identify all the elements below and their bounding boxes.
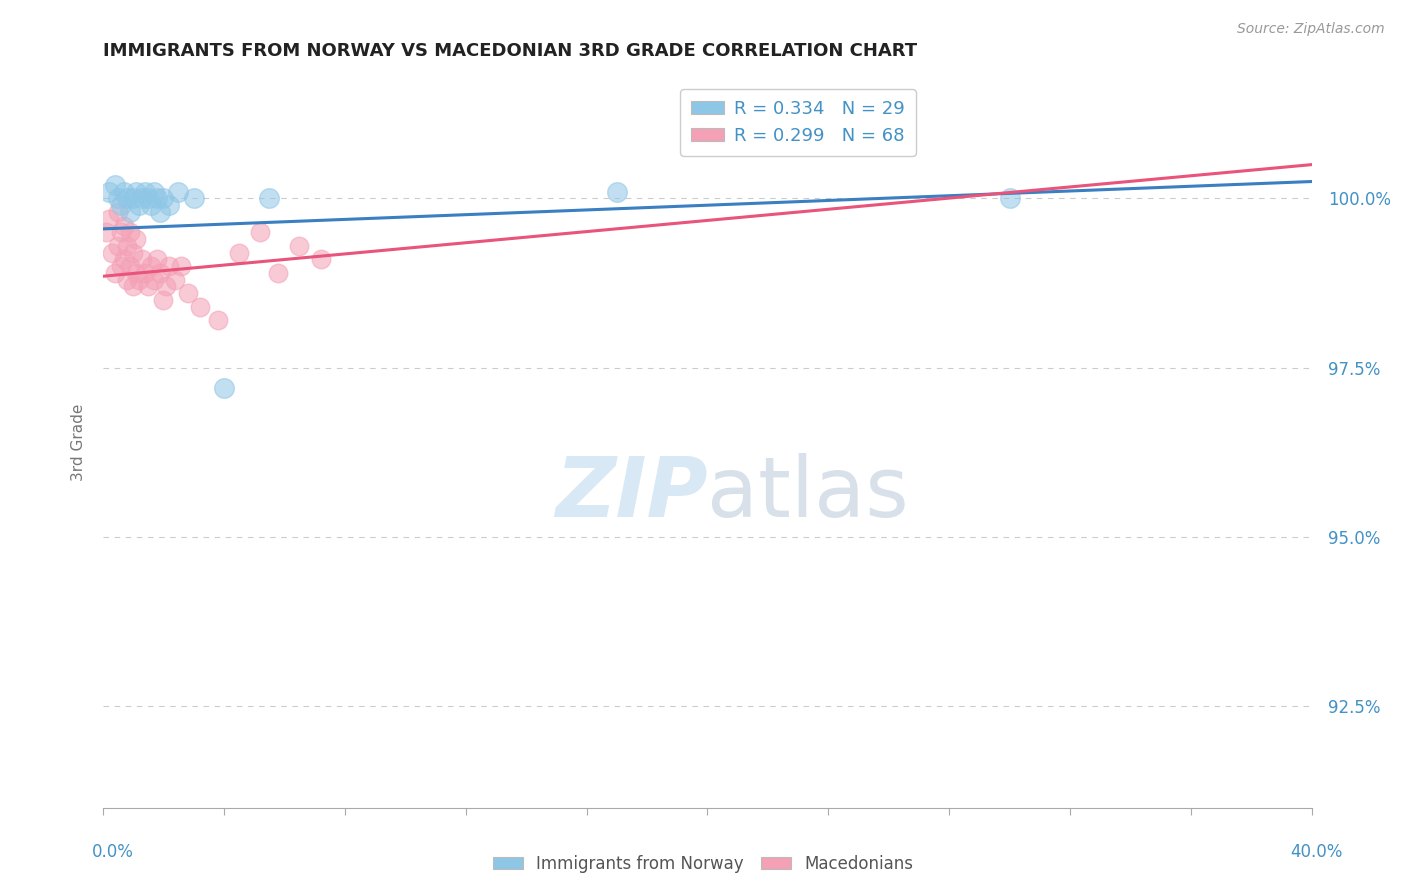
Point: [115, 273, 138, 287]
Point: [97, 211, 120, 226]
Point: [115, 191, 138, 205]
Text: atlas: atlas: [707, 453, 910, 533]
Point: [141, 259, 163, 273]
Point: [149, 205, 172, 219]
Point: [112, 252, 135, 267]
Point: [152, 293, 174, 307]
Point: [120, 259, 142, 273]
Point: [104, 266, 127, 280]
Point: [167, 185, 190, 199]
Point: [188, 300, 211, 314]
Point: [104, 178, 127, 192]
Point: [207, 313, 229, 327]
Text: ZIP: ZIP: [555, 453, 707, 533]
Point: [998, 191, 1021, 205]
Point: [112, 185, 135, 199]
Point: [267, 266, 290, 280]
Point: [120, 225, 142, 239]
Point: [125, 266, 148, 280]
Point: [606, 185, 628, 199]
Point: [115, 239, 138, 253]
Point: [157, 198, 180, 212]
Legend: R = 0.334   N = 29, R = 0.299   N = 68: R = 0.334 N = 29, R = 0.299 N = 68: [681, 89, 917, 156]
Point: [152, 191, 174, 205]
Point: [107, 191, 129, 205]
Point: [131, 191, 153, 205]
Point: [288, 239, 311, 253]
Point: [257, 191, 280, 205]
Point: [110, 198, 132, 212]
Point: [176, 286, 198, 301]
Point: [136, 279, 159, 293]
Point: [112, 219, 135, 233]
Point: [155, 279, 177, 293]
Point: [107, 239, 129, 253]
Legend: Immigrants from Norway, Macedonians: Immigrants from Norway, Macedonians: [486, 848, 920, 880]
Point: [157, 259, 180, 273]
Point: [128, 198, 150, 212]
Point: [128, 273, 150, 287]
Point: [122, 191, 145, 205]
Point: [134, 266, 156, 280]
Point: [125, 232, 148, 246]
Point: [170, 259, 193, 273]
Point: [94, 225, 117, 239]
Point: [309, 252, 332, 267]
Text: 0.0%: 0.0%: [91, 843, 134, 861]
Point: [183, 191, 205, 205]
Point: [212, 381, 235, 395]
Point: [107, 205, 129, 219]
Point: [143, 185, 166, 199]
Point: [97, 185, 120, 199]
Text: IMMIGRANTS FROM NORWAY VS MACEDONIAN 3RD GRADE CORRELATION CHART: IMMIGRANTS FROM NORWAY VS MACEDONIAN 3RD…: [103, 42, 917, 60]
Point: [101, 245, 124, 260]
Point: [249, 225, 271, 239]
Point: [122, 279, 145, 293]
Point: [110, 259, 132, 273]
Text: 40.0%: 40.0%: [1291, 843, 1343, 861]
Point: [146, 191, 169, 205]
Point: [120, 205, 142, 219]
Point: [110, 225, 132, 239]
Text: Source: ZipAtlas.com: Source: ZipAtlas.com: [1237, 22, 1385, 37]
Y-axis label: 3rd Grade: 3rd Grade: [72, 403, 86, 481]
Point: [228, 245, 250, 260]
Point: [146, 252, 169, 267]
Point: [125, 185, 148, 199]
Point: [136, 191, 159, 205]
Point: [143, 273, 166, 287]
Point: [149, 266, 172, 280]
Point: [122, 245, 145, 260]
Point: [134, 185, 156, 199]
Point: [141, 198, 163, 212]
Point: [131, 252, 153, 267]
Point: [165, 273, 187, 287]
